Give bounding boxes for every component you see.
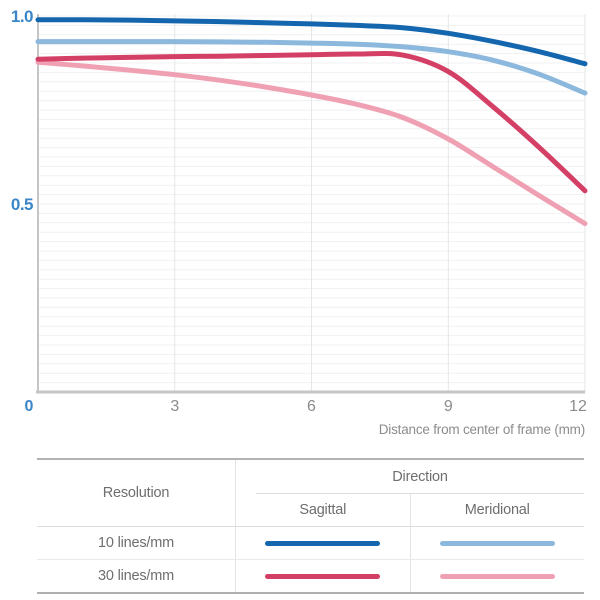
y-tick-1.0: 1.0 — [11, 7, 33, 26]
x-axis-title: Distance from center of frame (mm) — [378, 422, 585, 437]
legend-row-10-lines: 10 lines/mm — [37, 526, 584, 559]
x-tick-9: 9 — [444, 398, 453, 415]
legend-line-10-sagittal — [265, 540, 381, 546]
y-tick-labels: 1.0 0.5 — [11, 7, 34, 214]
chart-canvas: 1.0 0.5 0 3 6 9 12 — [11, 7, 588, 415]
y-tick-0.5: 0.5 — [11, 195, 33, 214]
x-tick-labels: 0 3 6 9 12 — [25, 398, 587, 415]
x-tick-6: 6 — [307, 398, 316, 415]
curve-30-lines-mm-sagittal — [35, 51, 588, 194]
legend-line-30-sagittal — [265, 573, 381, 579]
legend-table: Resolution Direction Sagittal Meridional… — [37, 458, 584, 594]
legend-table-header: Resolution Direction Sagittal Meridional — [37, 460, 584, 526]
direction-block: Direction Sagittal Meridional — [236, 460, 584, 526]
legend-row-30-lines: 30 lines/mm — [37, 559, 584, 592]
curve-10-lines-mm-meridional — [35, 39, 588, 96]
curve-30-lines-mm-meridional — [35, 59, 588, 227]
sagittal-header: Sagittal — [299, 502, 347, 518]
row-label-30-lines: 30 lines/mm — [37, 560, 236, 592]
row-label-10-lines: 10 lines/mm — [37, 527, 236, 559]
mtf-chart: 1.0 0.5 0 3 6 9 12 Distance from center of fra… — [11, 7, 588, 437]
axes — [36, 14, 585, 394]
curve-10-lines-mm-sagittal — [35, 17, 588, 67]
x-tick-12: 12 — [569, 398, 587, 415]
meridional-header: Meridional — [409, 494, 585, 526]
x-tick-0: 0 — [25, 398, 34, 415]
resolution-header: Resolution — [37, 460, 236, 526]
legend-line-10-meridional — [439, 540, 555, 546]
legend-line-30-meridional — [439, 573, 555, 579]
x-tick-3: 3 — [170, 398, 179, 415]
direction-header: Direction — [256, 460, 584, 494]
